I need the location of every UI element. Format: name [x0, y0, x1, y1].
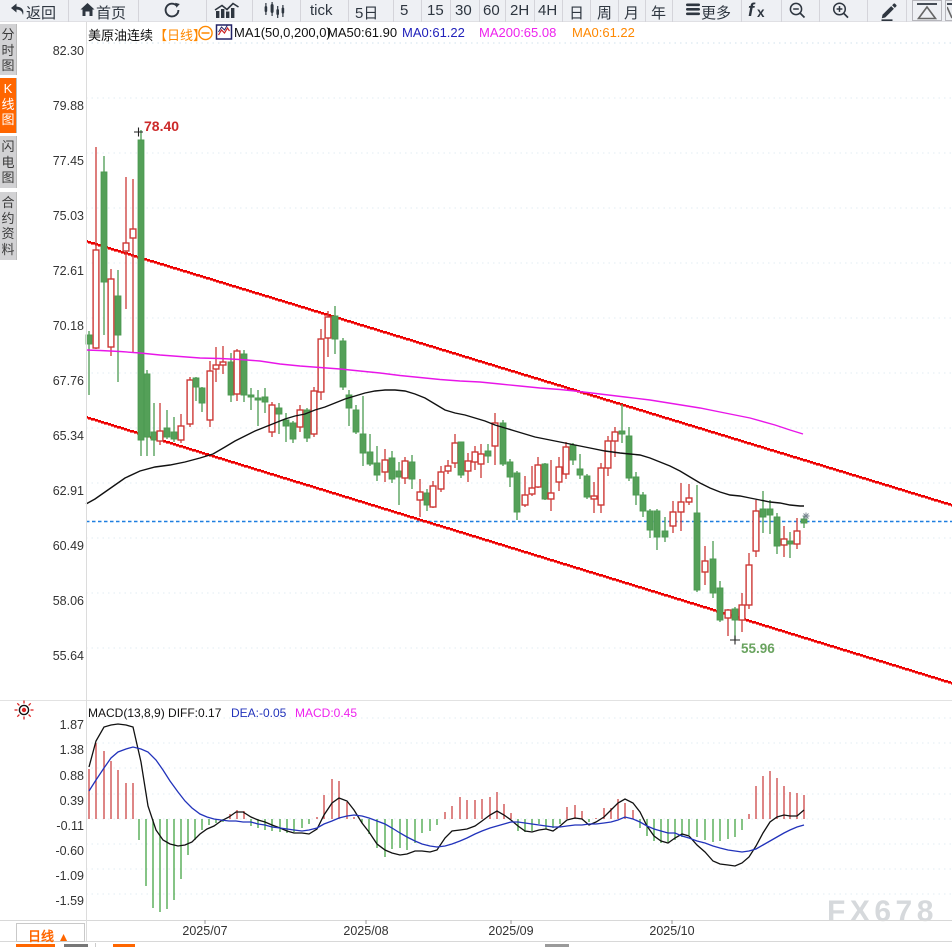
svg-text:77.45: 77.45: [53, 154, 84, 168]
svg-text:0.88: 0.88: [60, 769, 84, 783]
svg-text:MACD(13,8,9) DIFF:0.17: MACD(13,8,9) DIFF:0.17: [88, 706, 222, 720]
svg-text:-1.09: -1.09: [56, 869, 85, 883]
svg-text:60.49: 60.49: [53, 539, 84, 553]
svg-text:82.30: 82.30: [53, 44, 84, 58]
svg-text:FX678: FX678: [827, 895, 938, 928]
svg-text:62.91: 62.91: [53, 484, 84, 498]
svg-text:0.39: 0.39: [60, 794, 84, 808]
svg-text:79.88: 79.88: [53, 99, 84, 113]
svg-text:75.03: 75.03: [53, 209, 84, 223]
svg-text:DEA:-0.05: DEA:-0.05: [231, 706, 287, 720]
svg-text:2025/10: 2025/10: [649, 924, 694, 938]
svg-text:65.34: 65.34: [53, 429, 84, 443]
svg-text:2025/07: 2025/07: [182, 924, 227, 938]
svg-text:MACD:0.45: MACD:0.45: [295, 706, 357, 720]
svg-text:55.96: 55.96: [741, 641, 775, 656]
svg-text:-0.11: -0.11: [56, 819, 84, 833]
svg-text:-1.59: -1.59: [56, 894, 85, 908]
svg-text:72.61: 72.61: [53, 264, 84, 278]
svg-text:2025/08: 2025/08: [343, 924, 388, 938]
svg-text:-0.60: -0.60: [56, 844, 85, 858]
svg-text:55.64: 55.64: [53, 649, 84, 663]
svg-text:67.76: 67.76: [53, 374, 84, 388]
svg-text:2025/09: 2025/09: [488, 924, 533, 938]
svg-text:70.18: 70.18: [53, 319, 84, 333]
svg-text:58.06: 58.06: [53, 594, 84, 608]
svg-text:78.40: 78.40: [144, 118, 179, 134]
svg-text:1.87: 1.87: [60, 718, 84, 732]
svg-text:1.38: 1.38: [60, 743, 84, 757]
